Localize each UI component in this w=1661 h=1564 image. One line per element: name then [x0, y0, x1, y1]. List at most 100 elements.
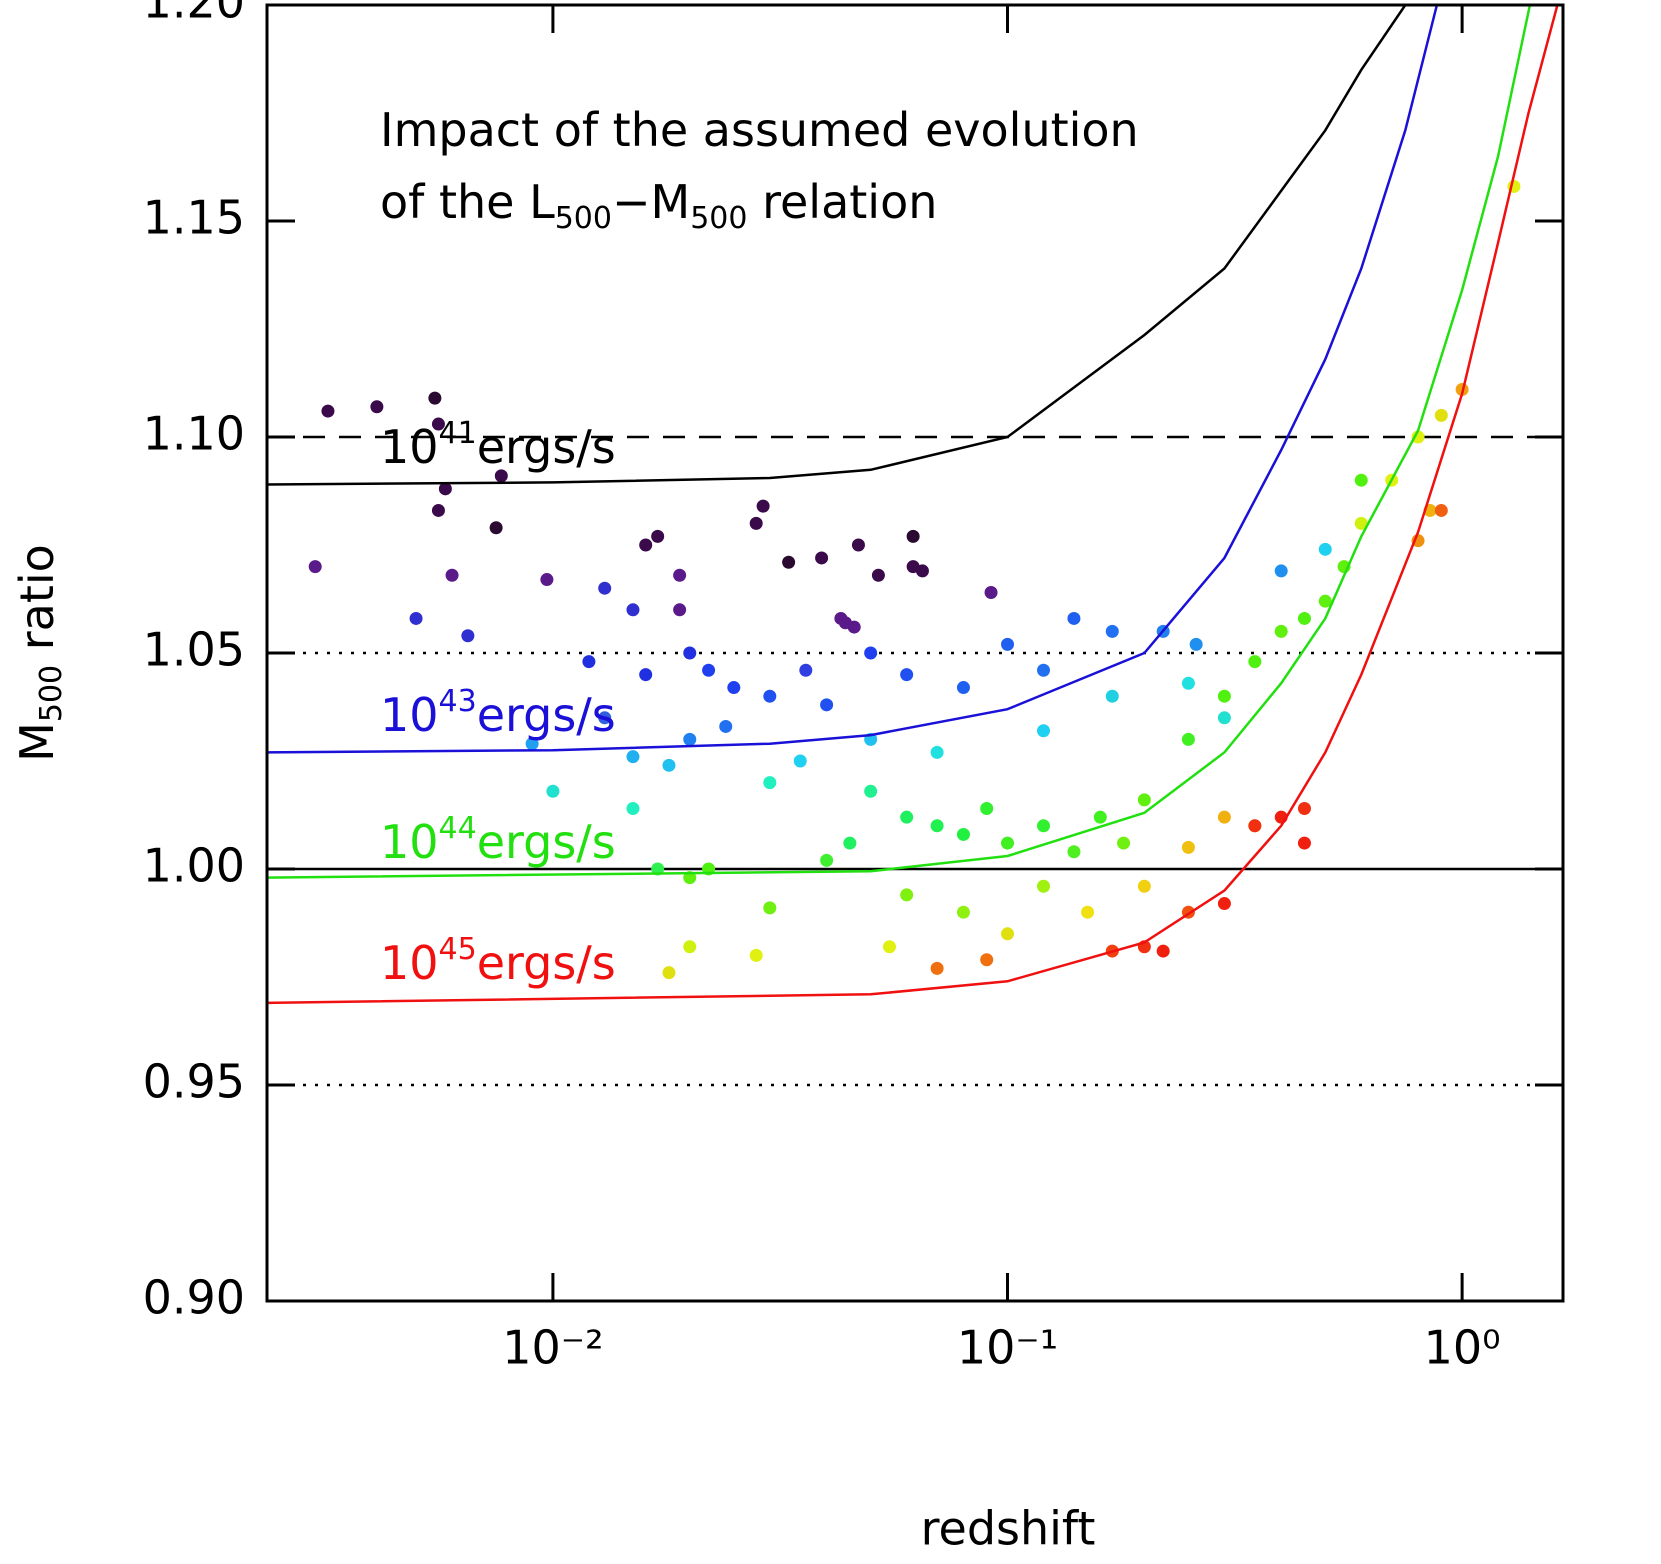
curve: [267, 5, 1532, 879]
x-tick-label: 10⁻²: [502, 1321, 603, 1375]
data-point: [1297, 611, 1311, 625]
data-point: [409, 611, 423, 625]
data-point: [900, 888, 914, 902]
y-tick-label: 0.95: [143, 1055, 245, 1109]
y-axis-label: M500 ratio: [10, 544, 69, 762]
x-axis-label: redshift: [921, 1502, 1096, 1556]
curve-label: 1041ergs/s: [380, 416, 616, 474]
data-point: [1067, 611, 1081, 625]
data-point: [815, 551, 829, 565]
data-point: [782, 555, 796, 569]
data-point: [1093, 810, 1107, 824]
annotation-text: of the L: [380, 175, 555, 229]
data-point: [1411, 430, 1425, 444]
x-tick-label: 10⁰: [1424, 1321, 1501, 1375]
data-point: [626, 603, 640, 617]
x-tick-label: 10⁻¹: [957, 1321, 1058, 1375]
data-point: [1318, 594, 1332, 608]
data-point: [882, 940, 896, 954]
data-point: [626, 802, 640, 816]
curve-label-unit: ergs/s: [477, 936, 616, 990]
data-point: [793, 754, 807, 768]
data-point: [1001, 637, 1015, 651]
y-tick-label: 0.90: [143, 1271, 245, 1325]
annotation-sub: 500: [555, 201, 612, 236]
data-point: [719, 719, 733, 733]
curve-label-base: 10: [380, 688, 439, 742]
data-point: [1181, 840, 1195, 854]
data-point: [489, 521, 503, 535]
data-point: [662, 966, 676, 980]
y-label-part: ratio: [10, 544, 64, 665]
data-point: [1217, 897, 1231, 911]
data-point: [683, 732, 697, 746]
data-point: [820, 698, 834, 712]
data-point: [1274, 564, 1288, 578]
data-point: [1081, 905, 1095, 919]
data-point: [864, 646, 878, 660]
annotation-line: Impact of the assumed evolution: [380, 103, 1139, 157]
data-point: [1137, 879, 1151, 893]
data-point: [749, 516, 763, 530]
curve-label-base: 10: [380, 815, 439, 869]
data-point: [1137, 793, 1151, 807]
data-point: [980, 953, 994, 967]
data-point: [1156, 944, 1170, 958]
annotation-sub: 500: [690, 201, 747, 236]
data-point: [956, 905, 970, 919]
data-point: [1248, 655, 1262, 669]
data-point: [1067, 845, 1081, 859]
curve-label-exp: 41: [439, 416, 477, 451]
curve: [267, 5, 1559, 1005]
y-tick-label: 1.10: [143, 407, 245, 461]
data-point: [820, 853, 834, 867]
data-point: [431, 503, 445, 517]
data-point: [980, 802, 994, 816]
data-point: [1181, 732, 1195, 746]
data-point: [756, 499, 770, 513]
data-point: [1105, 624, 1119, 638]
data-point: [1117, 836, 1131, 850]
data-point: [461, 629, 475, 643]
data-point: [1354, 473, 1368, 487]
curve-label-unit: ergs/s: [477, 420, 616, 474]
data-point: [1037, 819, 1051, 833]
curve-label-base: 10: [380, 936, 439, 990]
data-point: [1434, 408, 1448, 422]
data-point: [1354, 516, 1368, 530]
data-point: [851, 538, 865, 552]
data-point: [930, 745, 944, 759]
data-point: [1297, 802, 1311, 816]
annotation-text: −M: [612, 175, 690, 229]
data-point: [1217, 810, 1231, 824]
data-point: [1217, 711, 1231, 725]
data-point: [1318, 542, 1332, 556]
data-point: [1274, 624, 1288, 638]
data-point: [749, 948, 763, 962]
data-point: [683, 646, 697, 660]
data-point: [582, 655, 596, 669]
data-point: [438, 482, 452, 496]
curve-label-exp: 44: [439, 811, 477, 846]
data-point: [900, 668, 914, 682]
data-point: [598, 711, 612, 725]
annotation-text: Impact of the assumed evolution: [380, 103, 1139, 157]
data-point: [915, 564, 929, 578]
data-point: [799, 663, 813, 677]
data-point: [984, 586, 998, 600]
y-tick-label: 1.15: [143, 191, 245, 245]
data-point: [838, 616, 852, 630]
data-point: [900, 810, 914, 824]
data-point: [494, 469, 508, 483]
data-point: [1001, 927, 1015, 941]
curve-label-exp: 45: [439, 932, 477, 967]
data-point: [1037, 663, 1051, 677]
y-label-sub: 500: [34, 665, 69, 722]
data-point: [540, 573, 554, 587]
data-point: [370, 400, 384, 414]
data-point: [930, 961, 944, 975]
data-point: [763, 776, 777, 790]
data-point: [956, 681, 970, 695]
curve-label: 1044ergs/s: [380, 811, 616, 869]
